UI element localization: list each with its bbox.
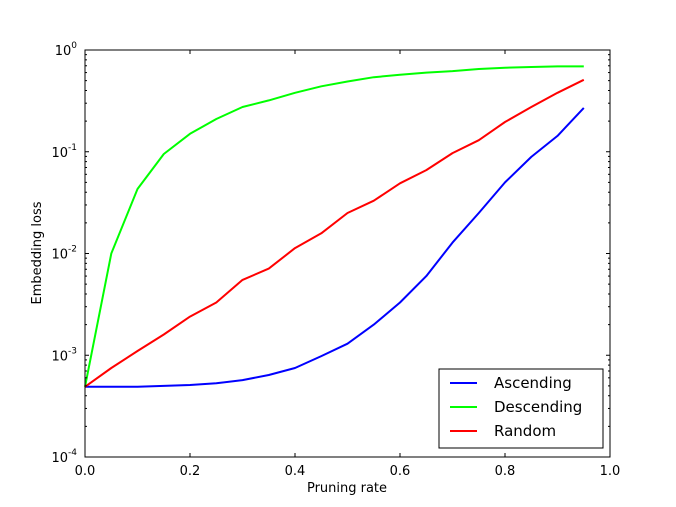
plot-lines bbox=[84, 65, 585, 388]
x-tick-label: 0.2 bbox=[180, 464, 201, 479]
x-tick-label: 0.4 bbox=[285, 464, 306, 479]
y-tick-label: 10-1 bbox=[51, 143, 77, 161]
y-tick-label: 10-3 bbox=[51, 346, 77, 364]
series-line-descending bbox=[84, 65, 584, 387]
y-axis-ticks: 100 10-1 10-2 10-3 10-4 bbox=[51, 41, 610, 466]
x-tick-label: 1.0 bbox=[600, 464, 621, 479]
y-tick-label: 10-4 bbox=[51, 448, 77, 466]
y-axis-label: Embedding loss bbox=[30, 201, 45, 304]
series-line-random bbox=[84, 78, 585, 388]
x-tick-label: 0.8 bbox=[495, 464, 516, 479]
legend-label-descending: Descending bbox=[494, 398, 582, 416]
x-axis-label: Pruning rate bbox=[307, 481, 387, 496]
series-line-ascending bbox=[85, 107, 585, 388]
legend-label-ascending: Ascending bbox=[494, 374, 572, 392]
y-tick-label: 100 bbox=[55, 41, 78, 59]
x-tick-label: 0.6 bbox=[390, 464, 411, 479]
x-axis-ticks: 0.0 0.2 0.4 0.6 0.8 1.0 bbox=[75, 50, 621, 479]
legend: Ascending Descending Random bbox=[438, 368, 604, 449]
x-tick-label: 0.0 bbox=[75, 464, 96, 479]
y-tick-label: 10-2 bbox=[51, 245, 77, 263]
legend-label-random: Random bbox=[494, 422, 556, 440]
